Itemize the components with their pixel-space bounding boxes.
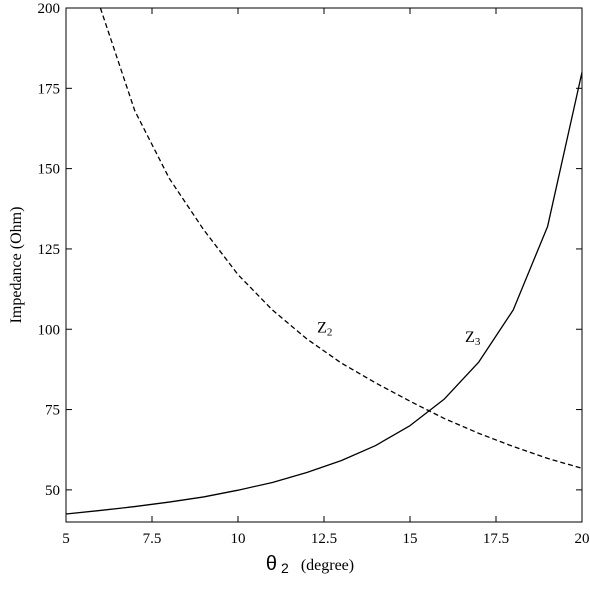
x-tick-label: 15 [403, 531, 418, 547]
x-tick-label: 7.5 [143, 531, 162, 547]
x-axis-subscript: 2 [281, 560, 289, 576]
plot-frame [65, 7, 583, 523]
x-tick-label: 20 [575, 531, 590, 547]
x-axis-unit: (degree) [301, 557, 354, 574]
y-tick-label: 125 [38, 242, 61, 258]
y-tick-label: 50 [45, 483, 60, 499]
x-axis-symbol: θ [266, 553, 277, 575]
y-tick-label: 75 [45, 403, 60, 419]
series-label-z2: Z2 [317, 319, 332, 338]
x-tick-label: 12.5 [311, 531, 337, 547]
y-tick-label: 200 [38, 1, 61, 17]
x-tick-label: 5 [62, 531, 70, 547]
x-tick-label: 17.5 [483, 531, 509, 547]
y-axis-label: Impedance (Ohm) [8, 207, 25, 324]
x-tick-label: 10 [231, 531, 246, 547]
series-line-z3 [65, 72, 583, 515]
y-tick-label: 175 [38, 81, 61, 97]
series-label-z3: Z3 [465, 329, 481, 348]
y-tick-label: 150 [38, 162, 61, 178]
series-line-z2 [99, 7, 583, 469]
x-axis-label: θ 2 (degree) [266, 553, 354, 577]
y-tick-label: 100 [38, 322, 61, 338]
